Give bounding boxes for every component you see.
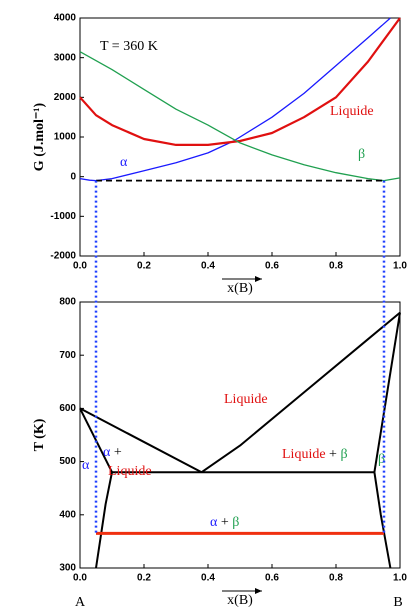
x-tick-label: 0.4 — [201, 261, 215, 272]
y-tick-label: 0 — [70, 171, 76, 182]
curve — [373, 472, 392, 569]
annotation-part: + — [326, 447, 341, 462]
annotation: β — [378, 452, 385, 467]
y-tick-label: 600 — [59, 403, 76, 414]
x-tick-label: 0.8 — [329, 261, 343, 272]
curve — [79, 407, 203, 474]
y-axis-label: T (K) — [32, 418, 47, 451]
annotation: α + — [103, 445, 122, 460]
annotation-part: T = 360 K — [100, 39, 158, 54]
y-tick-label: 3000 — [54, 52, 77, 63]
annotation-part: Liquide — [224, 392, 268, 407]
x-tick-label: 0.6 — [265, 573, 279, 584]
curve — [373, 312, 401, 473]
curve — [201, 311, 401, 474]
x-tick-label: 0.2 — [137, 573, 151, 584]
annotation: Liquide — [224, 392, 268, 407]
x-tick-label: 0.0 — [73, 573, 87, 584]
annotation-part: Liquide — [282, 447, 326, 462]
y-tick-label: 500 — [59, 456, 76, 467]
y-tick-label: 1000 — [54, 132, 77, 143]
x-tick-label: 1.0 — [393, 261, 407, 272]
annotation: α — [120, 155, 128, 170]
annotation-part: A — [75, 595, 86, 610]
annotation: Liquide + β — [282, 447, 348, 462]
y-tick-label: 400 — [59, 509, 76, 520]
y-tick-label: 2000 — [54, 92, 77, 103]
annotation-part: α — [210, 515, 218, 530]
y-tick-label: 800 — [59, 297, 76, 308]
annotation: α + β — [210, 515, 239, 530]
curve — [95, 472, 113, 569]
y-tick-label: 4000 — [54, 13, 77, 24]
annotation-part: β — [358, 147, 365, 162]
x-axis-label: x(B) — [227, 281, 253, 296]
annotation: B — [393, 595, 402, 610]
annotation-part: β — [340, 447, 347, 462]
curve — [79, 17, 401, 146]
x-tick-label: 1.0 — [393, 573, 407, 584]
x-axis-label: x(B) — [227, 593, 253, 608]
annotation-part: Liquide — [108, 464, 152, 479]
annotation-part: + — [217, 515, 232, 530]
annotation-part: B — [393, 595, 402, 610]
y-tick-label: -1000 — [50, 211, 76, 222]
annotation: β — [358, 147, 365, 162]
plot-frame — [79, 301, 401, 569]
annotation-part: Liquide — [330, 104, 374, 119]
y-tick-label: 300 — [59, 563, 76, 574]
annotation: T = 360 K — [100, 39, 158, 54]
annotation-part: + — [110, 445, 122, 460]
annotation: A — [75, 595, 86, 610]
y-axis-label: G (J.mol⁻¹) — [32, 102, 47, 171]
y-tick-label: 700 — [59, 350, 76, 361]
x-tick-label: 0.0 — [73, 261, 87, 272]
x-tick-label: 0.4 — [201, 573, 215, 584]
annotation-part: β — [378, 452, 385, 467]
annotation: Liquide — [108, 464, 152, 479]
annotation-part: β — [232, 515, 239, 530]
x-tick-label: 0.6 — [265, 261, 279, 272]
x-tick-label: 0.8 — [329, 573, 343, 584]
annotation: Liquide — [330, 104, 374, 119]
annotation-part: α — [82, 458, 90, 473]
annotation-part: α — [103, 445, 111, 460]
curve — [79, 51, 401, 182]
curve — [79, 407, 113, 473]
annotation-part: α — [120, 155, 128, 170]
x-tick-label: 0.2 — [137, 261, 151, 272]
annotation: α — [82, 458, 90, 473]
y-tick-label: -2000 — [50, 251, 76, 262]
